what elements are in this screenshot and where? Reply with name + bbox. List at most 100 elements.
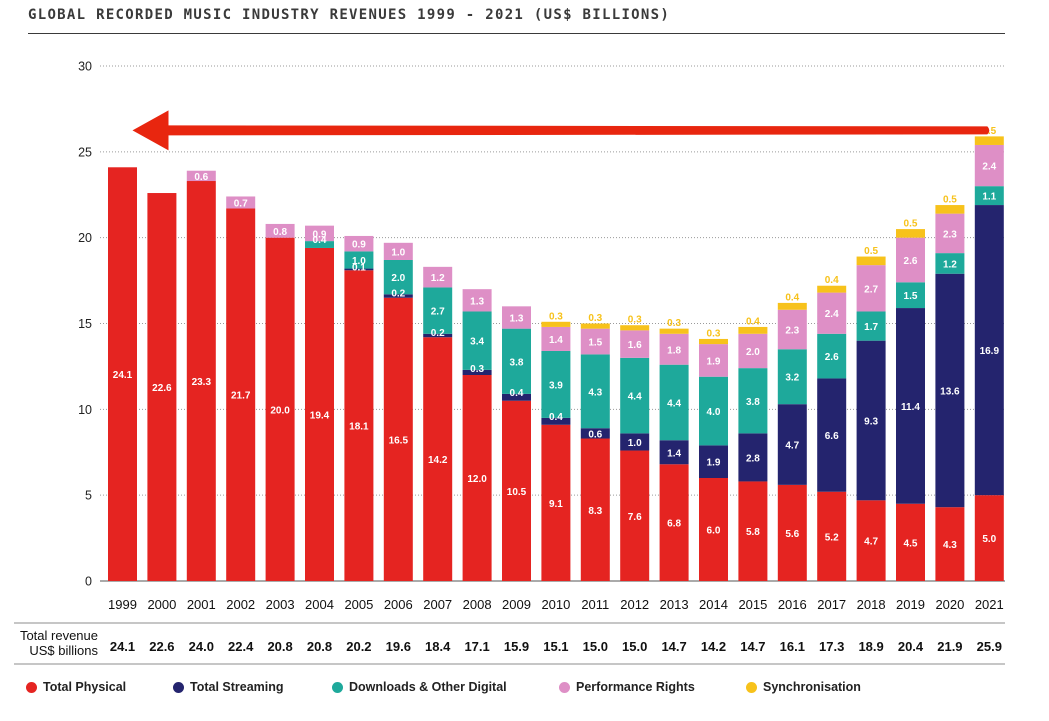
bar-downloads-2006 [383, 259, 413, 295]
trend-arrow [132, 110, 990, 151]
data-label-performance-2004: 0.9 [313, 229, 327, 240]
data-label-performance-2013: 1.8 [667, 345, 681, 356]
data-label-downloads-2016: 3.2 [785, 373, 799, 384]
bar-physical-2016 [777, 484, 807, 581]
data-label-sync-2011: 0.3 [588, 313, 602, 324]
total-value-2012: 15.0 [622, 639, 647, 654]
data-label-physical-2008: 12.0 [467, 474, 487, 485]
bar-streaming-2018 [856, 340, 886, 501]
data-label-performance-2007: 1.2 [431, 273, 445, 284]
legend-label-downloads: Downloads & Other Digital [349, 680, 507, 694]
data-label-sync-2016: 0.4 [785, 292, 799, 303]
data-label-physical-2003: 20.0 [270, 405, 290, 416]
data-label-physical-2000: 22.6 [152, 383, 172, 394]
legend-item-performance: Performance Rights [559, 680, 695, 694]
bar-performance-2021 [974, 144, 1004, 187]
data-label-downloads-2012: 4.4 [628, 392, 642, 403]
data-label-performance-2003: 0.8 [273, 227, 287, 238]
data-label-performance-2016: 2.3 [785, 326, 799, 337]
bar-performance-2017 [817, 292, 847, 334]
bar-physical-2014 [699, 478, 728, 581]
data-label-physical-2001: 23.3 [192, 377, 212, 388]
bar-downloads-2005 [344, 251, 374, 269]
x-tick-label-2003: 2003 [266, 597, 295, 612]
x-tick-label-1999: 1999 [108, 597, 137, 612]
data-label-streaming-2013: 1.4 [667, 448, 681, 459]
legend-label-sync: Synchronisation [763, 680, 861, 694]
bar-performance-2015 [738, 333, 768, 369]
data-label-sync-2014: 0.3 [707, 328, 721, 339]
bar-downloads-2012 [620, 357, 650, 434]
bar-physical-1999 [108, 167, 137, 582]
data-label-downloads-2004: 0.4 [313, 235, 327, 246]
bar-sync-2018 [856, 256, 886, 266]
data-label-sync-2010: 0.3 [549, 311, 563, 322]
x-tick-label-2005: 2005 [344, 597, 373, 612]
data-label-physical-2015: 5.8 [746, 527, 760, 538]
total-value-2017: 17.3 [819, 639, 844, 654]
bar-sync-2013 [659, 328, 689, 334]
data-label-performance-2005: 0.9 [352, 240, 366, 251]
total-value-2021: 25.9 [977, 639, 1002, 654]
total-value-2000: 22.6 [149, 639, 174, 654]
bar-physical-2021 [974, 495, 1004, 581]
bar-physical-2004 [305, 247, 334, 581]
bar-streaming-2010 [541, 417, 571, 425]
data-label-physical-2011: 8.3 [588, 506, 602, 517]
data-label-physical-2016: 5.6 [785, 529, 799, 540]
total-value-2008: 17.1 [464, 639, 489, 654]
y-tick-label-2: 10 [78, 403, 92, 417]
bar-sync-2011 [580, 323, 610, 329]
bar-performance-2014 [699, 344, 728, 377]
bar-streaming-2011 [580, 428, 610, 439]
data-label-physical-2004: 19.4 [310, 410, 330, 421]
x-tick-label-2019: 2019 [896, 597, 925, 612]
data-label-streaming-2006: 0.2 [391, 288, 405, 299]
data-label-streaming-2020: 13.6 [940, 386, 960, 397]
bar-downloads-2007 [423, 287, 453, 334]
bar-performance-2001 [186, 170, 216, 182]
data-label-streaming-2007: 0.2 [431, 328, 445, 339]
data-label-physical-2006: 16.5 [389, 435, 409, 446]
legend-item-downloads: Downloads & Other Digital [332, 680, 507, 694]
data-label-physical-1999: 24.1 [113, 370, 133, 381]
data-label-streaming-2018: 9.3 [864, 416, 878, 427]
total-value-2018: 18.9 [858, 639, 883, 654]
x-tick-label-2000: 2000 [147, 597, 176, 612]
bar-performance-2012 [620, 330, 650, 358]
x-tick-label-2008: 2008 [463, 597, 492, 612]
bar-streaming-2007 [423, 333, 453, 338]
data-label-streaming-2008: 0.3 [470, 364, 484, 375]
bar-downloads-2011 [580, 354, 610, 429]
data-label-performance-2020: 2.3 [943, 229, 957, 240]
bar-sync-2012 [620, 325, 650, 331]
total-value-2007: 18.4 [425, 639, 451, 654]
data-label-streaming-2009: 0.4 [510, 388, 524, 399]
data-label-streaming-2014: 1.9 [707, 458, 721, 469]
data-label-downloads-2011: 4.3 [588, 387, 602, 398]
bar-downloads-2013 [659, 364, 689, 441]
data-label-performance-2015: 2.0 [746, 347, 760, 358]
x-tick-label-2004: 2004 [305, 597, 334, 612]
data-label-downloads-2017: 2.6 [825, 352, 839, 363]
bar-physical-2015 [738, 481, 768, 581]
bar-performance-2002 [226, 196, 256, 209]
y-tick-label-6: 30 [78, 60, 92, 74]
data-label-downloads-2005: 1.0 [352, 256, 366, 267]
data-label-sync-2018: 0.5 [864, 246, 878, 257]
data-label-physical-2020: 4.3 [943, 540, 957, 551]
bar-downloads-2021 [974, 186, 1004, 206]
legend-dot-downloads [332, 681, 343, 693]
data-label-streaming-2012: 1.0 [628, 438, 642, 449]
data-label-performance-2018: 2.7 [864, 284, 878, 295]
data-label-streaming-2015: 2.8 [746, 453, 760, 464]
bar-streaming-2008 [462, 369, 492, 375]
total-value-2006: 19.6 [386, 639, 411, 654]
total-value-2011: 15.0 [583, 639, 608, 654]
bar-streaming-2013 [659, 440, 689, 465]
bar-performance-2019 [896, 237, 925, 283]
chart-title: GLOBAL RECORDED MUSIC INDUSTRY REVENUES … [28, 7, 671, 23]
bar-streaming-2006 [383, 294, 413, 298]
bar-performance-2009 [502, 306, 531, 329]
